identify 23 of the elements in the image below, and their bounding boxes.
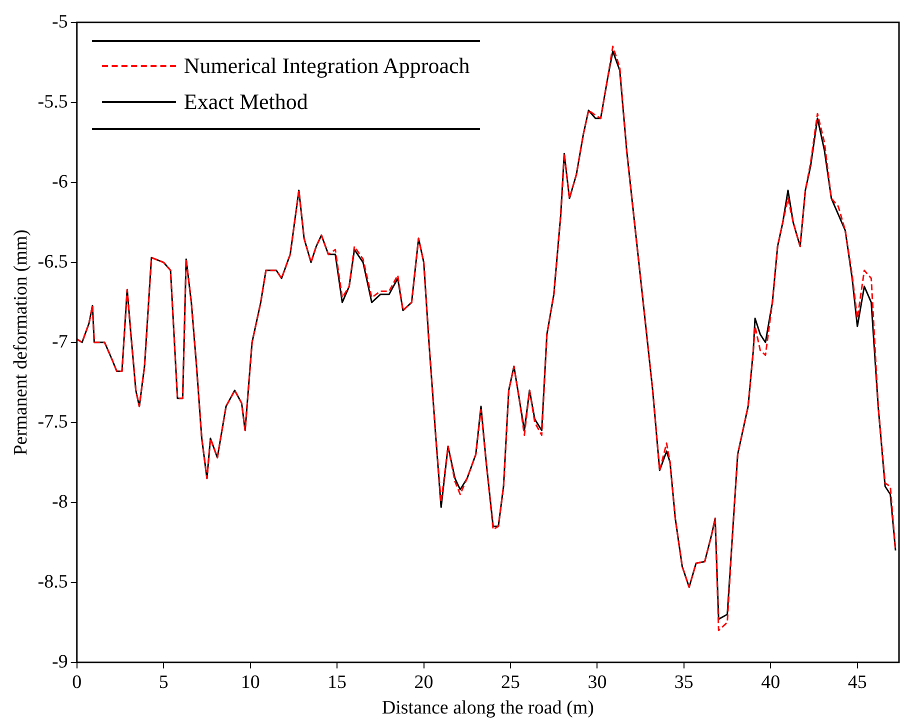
y-tick-label: -8.5 xyxy=(38,571,68,592)
x-tick-label: 35 xyxy=(674,672,694,693)
x-tick-label: 25 xyxy=(500,672,520,693)
x-tick-label: 0 xyxy=(72,672,82,693)
y-tick-label: -9 xyxy=(52,651,68,672)
x-tick-label: 45 xyxy=(848,672,867,693)
y-tick-label: -7.5 xyxy=(38,411,68,432)
legend-label: Exact Method xyxy=(184,89,308,116)
x-tick-label: 40 xyxy=(761,672,780,693)
x-tick-label: 20 xyxy=(414,672,434,693)
y-tick-label: -5 xyxy=(52,11,68,32)
y-tick-label: -5.5 xyxy=(38,91,68,112)
y-tick-label: -7 xyxy=(52,331,68,352)
y-tick-label: -6.5 xyxy=(38,251,68,272)
x-tick-label: 10 xyxy=(240,672,260,693)
x-tick-label: 5 xyxy=(158,672,168,693)
legend-label: Numerical Integration Approach xyxy=(184,53,470,80)
x-tick-label: 15 xyxy=(328,672,347,693)
y-tick-label: -8 xyxy=(52,491,68,512)
y-tick-label: -6 xyxy=(52,171,68,192)
x-tick-label: 30 xyxy=(588,672,607,693)
y-axis-title: Permanent deformation (mm) xyxy=(10,229,32,456)
x-axis-title: Distance along the road (m) xyxy=(382,698,594,719)
